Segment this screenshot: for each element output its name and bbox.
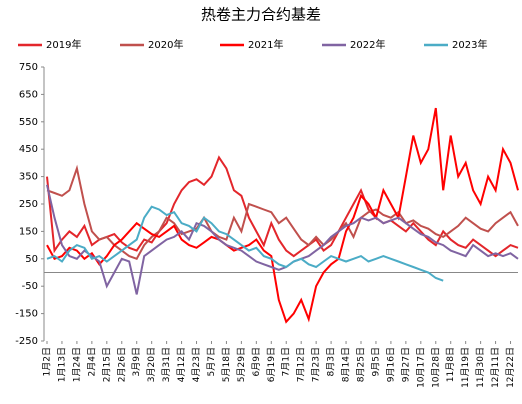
x-tick-label: 5月18日 [221,347,232,382]
x-tick-label: 12月11日 [490,347,501,388]
x-tick-label: 3月9日 [131,347,142,376]
x-tick-label: 9月16日 [385,347,396,382]
series-line [46,164,519,261]
x-tick-label: 2月15日 [101,347,112,382]
x-tick-label: 1月2日 [42,347,53,376]
x-tick-label: 8月25日 [356,347,367,382]
x-tick-label: 10月17日 [415,347,426,388]
y-tick-label: -150 [15,309,38,320]
x-tick-label: 4月23日 [191,347,202,382]
x-tick-label: 2月26日 [116,347,127,382]
x-tick-label: 7月23日 [311,347,322,382]
x-tick-label: 4月12日 [176,347,187,382]
series-line [46,205,444,282]
legend-label: 2021年 [248,38,283,51]
x-tick-label: 11月8日 [445,347,456,382]
y-tick-label: 250 [19,199,38,210]
x-tick-label: 6月19日 [266,347,277,382]
y-tick-label: 150 [19,226,38,237]
x-tick-label: 7月12日 [296,347,307,382]
y-tick-label: 450 [19,144,38,155]
legend-label: 2020年 [148,38,183,51]
x-tick-label: 9月27日 [400,347,411,382]
legend-label: 2023年 [452,38,487,51]
x-tick-label: 8月3日 [326,347,337,376]
x-tick-label: 10月28日 [430,347,441,388]
x-tick-label: 1月13日 [56,347,67,382]
legend-label: 2019年 [46,38,81,51]
x-tick-label: 7月1日 [281,347,292,376]
y-tick-label: 750 [19,62,38,73]
y-tick-label: -50 [22,281,38,292]
y-tick-label: 650 [19,89,38,100]
x-tick-label: 11月30日 [475,347,486,388]
x-tick-label: 9月5日 [370,347,381,376]
x-tick-label: 12月22日 [505,347,516,388]
y-tick-label: 350 [19,172,38,183]
series-line [46,155,519,258]
x-tick-label: 8月14日 [341,347,352,382]
x-tick-label: 5月7日 [206,347,217,376]
x-tick-label: 11月19日 [460,347,471,388]
y-tick-label: -250 [15,336,38,347]
x-tick-label: 3月31日 [161,347,172,382]
x-tick-label: 6月9日 [251,347,262,376]
series-line [46,107,519,324]
series-line [46,184,519,295]
x-tick-label: 3月20日 [146,347,157,382]
y-tick-label: 550 [19,117,38,128]
x-tick-label: 2月4日 [86,347,97,376]
x-tick-label: 1月24日 [71,347,82,382]
legend-label: 2022年 [350,38,385,51]
chart-title: 热卷主力合约基差 [201,6,321,24]
x-tick-label: 5月29日 [236,347,247,382]
y-tick-label: 50 [25,254,38,265]
